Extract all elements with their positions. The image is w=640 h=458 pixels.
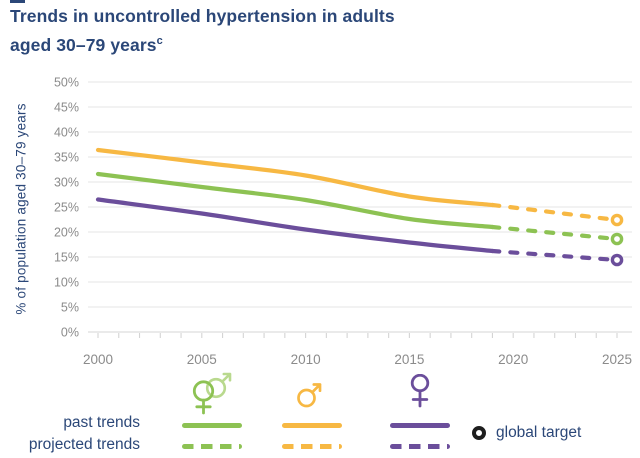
both-sexes-past-line-swatch: [182, 423, 242, 428]
female-icon: [410, 374, 430, 408]
svg-text:25%: 25%: [54, 201, 79, 215]
legend-series-women: [390, 0, 450, 458]
chart-title-line2: aged 30–79 years: [10, 34, 157, 55]
men-projected-line-swatch: [282, 444, 342, 449]
legend-past-trends-label: past trends: [63, 414, 140, 431]
svg-text:35%: 35%: [54, 151, 79, 165]
both-sexes-projected-line-swatch: [182, 444, 242, 449]
global-target-icon: [472, 426, 486, 440]
chart-title-line1: Trends in uncontrolled hypertension in a…: [10, 6, 395, 26]
svg-text:15%: 15%: [54, 251, 79, 265]
svg-text:2000: 2000: [83, 352, 113, 367]
global-target-label: global target: [496, 424, 582, 441]
svg-text:0%: 0%: [61, 326, 79, 340]
svg-text:2020: 2020: [498, 352, 528, 367]
svg-text:2025: 2025: [602, 352, 632, 367]
legend-global-target: global target: [472, 424, 581, 442]
both-sexes-icon: [192, 372, 232, 415]
legend-series-both-sexes: [182, 0, 242, 458]
legend-series-men: [282, 0, 342, 458]
women-past-line-swatch: [390, 423, 450, 428]
legend-row-labels: past trends projected trends: [29, 412, 140, 455]
svg-text:40%: 40%: [54, 126, 79, 140]
svg-text:10%: 10%: [54, 276, 79, 290]
svg-text:50%: 50%: [54, 76, 79, 90]
svg-text:2015: 2015: [394, 352, 424, 367]
male-icon: [297, 383, 322, 408]
chart-title: Trends in uncontrolled hypertension in a…: [10, 4, 395, 58]
svg-text:20%: 20%: [54, 226, 79, 240]
svg-text:2005: 2005: [187, 352, 217, 367]
legend-projected-trends-label: projected trends: [28, 435, 140, 453]
women-projected-line-swatch: [390, 444, 450, 449]
chart-title-footnote-marker: c: [156, 35, 163, 47]
svg-text:2010: 2010: [291, 352, 321, 367]
svg-text:30%: 30%: [54, 176, 79, 190]
page-crop-artifact: [10, 0, 25, 3]
svg-text:5%: 5%: [61, 301, 79, 315]
svg-text:45%: 45%: [54, 101, 79, 115]
men-past-line-swatch: [282, 423, 342, 428]
